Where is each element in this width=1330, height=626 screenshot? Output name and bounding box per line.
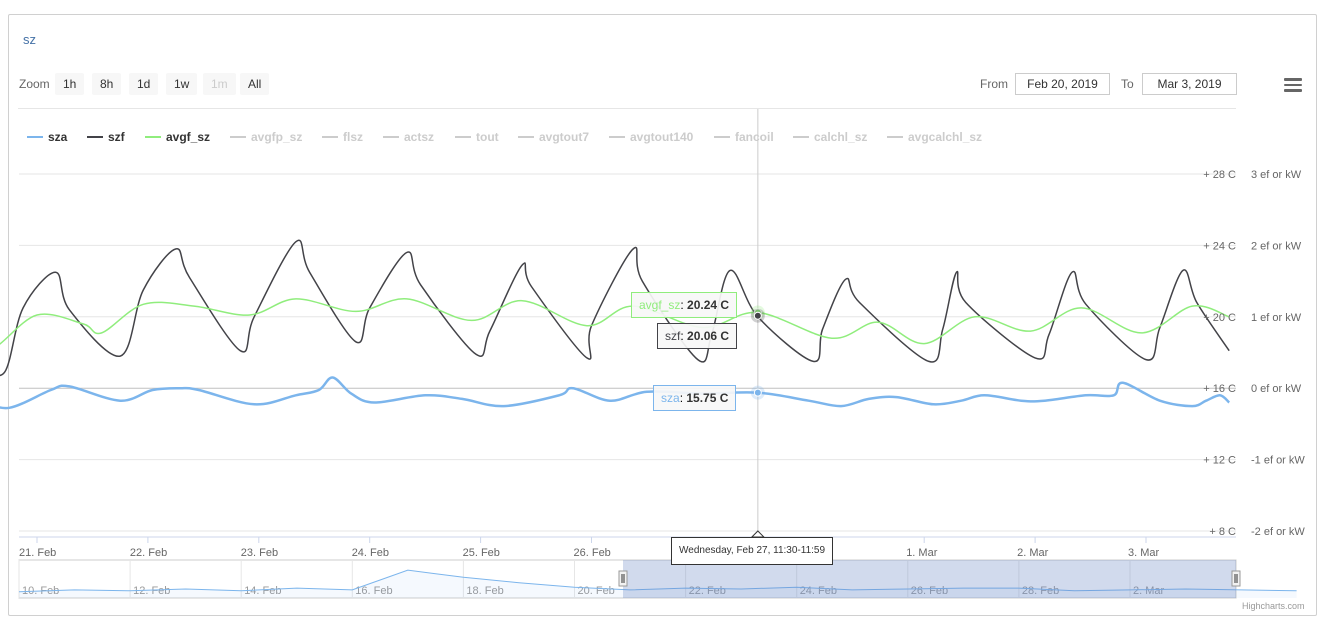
hamburger-menu-icon[interactable] [1284,78,1302,92]
legend-label: avgtout140 [630,130,694,144]
zoom-label: Zoom [19,77,50,91]
legend-symbol [322,135,338,138]
zoom-1m-button[interactable]: 1m [203,73,236,95]
legend-label: szf [108,130,125,144]
tooltip-sza: sza: 15.75 C [653,385,737,411]
legend-label: calchl_sz [814,130,868,144]
tooltip-sza-value: 15.75 C [686,391,729,405]
legend-symbol [383,135,399,138]
zoom-8h-button[interactable]: 8h [92,73,122,95]
to-date-input[interactable]: Mar 3, 2019 [1142,73,1237,95]
legend-item-avgf-sz[interactable]: avgf_sz [145,130,210,144]
legend-label: avgfp_sz [251,130,303,144]
legend-symbol [230,135,246,138]
legend-item-flsz[interactable]: flsz [322,130,363,144]
legend-label: avgtout7 [539,130,590,144]
legend-label: fancoil [735,130,774,144]
legend-item-sza[interactable]: sza [27,130,67,144]
legend-symbol [27,135,43,138]
legend-label: sza [48,130,68,144]
tooltip-x-header: Wednesday, Feb 27, 11:30-11:59 [671,537,834,565]
from-label: From [980,77,1008,91]
legend-symbol [87,135,103,138]
tooltip-szf-value: 20.06 C [687,329,730,343]
divider [18,108,1236,109]
legend-item-szf[interactable]: szf [87,130,125,144]
tooltip-avgf-sz-value: 20.24 C [687,298,730,312]
zoom-1h-button[interactable]: 1h [55,73,85,95]
legend-item-avgfp-sz[interactable]: avgfp_sz [230,130,302,144]
tooltip-avgf-sz: avgf_sz: 20.24 C [631,292,738,318]
legend-item-avgtout7[interactable]: avgtout7 [518,130,589,144]
zoom-1w-button[interactable]: 1w [166,73,198,95]
legend-label: avgcalchl_sz [908,130,983,144]
legend-symbol [887,135,903,138]
from-date-input[interactable]: Feb 20, 2019 [1015,73,1110,95]
legend-label: avgf_sz [166,130,211,144]
tooltip-sza-name: sza [661,391,680,405]
legend-symbol [714,135,730,138]
legend-item-avgtout140[interactable]: avgtout140 [609,130,693,144]
legend-label: tout [476,130,499,144]
chart-title: sz [23,32,36,47]
legend-item-tout[interactable]: tout [455,130,499,144]
tooltip-szf-name: szf [665,329,681,343]
legend-symbol [145,135,161,138]
legend-item-actsz[interactable]: actsz [383,130,434,144]
legend-item-avgcalchl-sz[interactable]: avgcalchl_sz [887,130,982,144]
legend-label: flsz [343,130,364,144]
tooltip-avgf-sz-name: avgf_sz [639,298,681,312]
legend-symbol [609,135,625,138]
legend-symbol [518,135,534,138]
zoom-all-button[interactable]: All [240,73,270,95]
legend-item-fancoil[interactable]: fancoil [714,130,774,144]
legend-symbol [455,135,471,138]
legend-label: actsz [404,130,435,144]
legend-item-calchl-sz[interactable]: calchl_sz [793,130,867,144]
zoom-1d-button[interactable]: 1d [129,73,159,95]
tooltip-szf: szf: 20.06 C [657,323,738,349]
legend-symbol [793,135,809,138]
credits-link[interactable]: Highcharts.com [1242,601,1305,611]
to-label: To [1121,77,1134,91]
